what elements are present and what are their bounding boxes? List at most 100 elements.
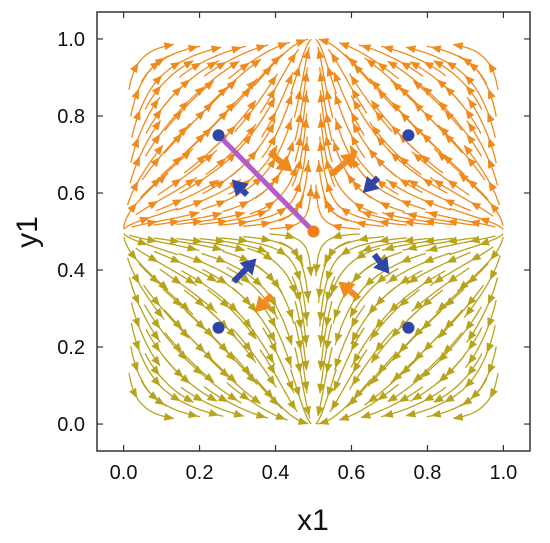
stream-arrowhead xyxy=(487,317,495,328)
stream-arrowhead xyxy=(353,99,362,110)
stream-arrowhead xyxy=(382,409,394,418)
direction-arrow-shaft xyxy=(263,292,274,304)
stream-arrowhead xyxy=(324,253,333,265)
stream-arrowhead xyxy=(293,291,302,302)
stream-arrowhead xyxy=(284,73,293,85)
stream-arrowhead xyxy=(375,341,385,352)
stream-arrowhead xyxy=(151,85,162,96)
stream-line xyxy=(294,90,308,163)
direction-arrow-head xyxy=(338,281,356,299)
stream-arrowhead xyxy=(214,180,226,189)
stream-arrowhead xyxy=(405,45,417,54)
stream-arrowhead xyxy=(324,112,332,124)
stream-lines xyxy=(123,38,504,425)
stream-arrowhead xyxy=(403,219,415,228)
stream-arrowhead xyxy=(270,55,281,66)
stream-arrowhead xyxy=(183,60,194,69)
stream-arrowhead xyxy=(150,365,160,376)
x-tick-label: 0.8 xyxy=(414,462,442,484)
stream-arrowhead xyxy=(444,319,455,330)
stream-arrowhead xyxy=(227,392,238,401)
stream-arrowhead xyxy=(130,62,139,74)
stream-arrowhead xyxy=(470,202,482,211)
stream-arrowhead xyxy=(192,255,204,263)
stream-arrowhead xyxy=(316,48,325,60)
stream-arrowhead xyxy=(317,360,326,371)
stream-arrowhead xyxy=(129,387,138,399)
stream-arrowhead xyxy=(479,217,490,226)
stream-arrowhead xyxy=(152,108,162,120)
stream-arrowhead xyxy=(234,243,246,252)
stream-arrowhead xyxy=(352,361,362,373)
stream-arrowhead xyxy=(284,355,292,367)
stream-arrowhead xyxy=(260,234,272,243)
stream-arrowhead xyxy=(338,413,350,421)
stream-arrowhead xyxy=(246,79,256,90)
stream-arrowhead xyxy=(189,210,200,219)
stream-arrowhead xyxy=(131,137,140,149)
stream-arrowhead xyxy=(355,220,367,229)
stream-arrowhead xyxy=(326,66,335,77)
stream-arrowhead xyxy=(127,202,137,214)
stream-arrowhead xyxy=(179,328,190,339)
stream-arrowhead xyxy=(377,363,387,374)
stream-arrowhead xyxy=(324,316,332,328)
stream-arrowhead xyxy=(371,125,382,136)
stream-arrowhead xyxy=(469,219,481,228)
stream-arrowhead xyxy=(170,61,181,71)
stream-arrowhead xyxy=(268,145,278,156)
stream-line xyxy=(269,233,312,277)
stream-arrowhead xyxy=(468,98,478,110)
stream-arrowhead xyxy=(267,75,277,86)
direction-arrow-head xyxy=(231,179,249,197)
stream-arrowhead xyxy=(423,255,435,263)
stream-arrowhead xyxy=(315,288,324,299)
stream-arrowhead xyxy=(391,125,401,136)
stream-arrowhead xyxy=(463,144,474,156)
stream-arrowhead xyxy=(181,149,192,160)
stream-arrowhead xyxy=(338,42,350,50)
stream-line xyxy=(144,60,194,110)
stream-arrowhead xyxy=(377,89,387,100)
stream-arrowhead xyxy=(218,342,229,353)
stream-arrowhead xyxy=(488,88,496,100)
stream-arrowhead xyxy=(192,218,203,227)
stream-arrowhead xyxy=(292,66,301,77)
stream-line xyxy=(453,372,499,420)
stream-line xyxy=(408,179,471,212)
stream-arrowhead xyxy=(217,393,229,403)
stream-arrowhead xyxy=(267,135,276,146)
stream-arrowhead xyxy=(153,307,164,319)
stream-arrowhead xyxy=(301,381,310,392)
y-axis-title: y1 xyxy=(11,216,44,248)
stream-arrowhead xyxy=(131,88,139,100)
stream-arrowhead xyxy=(413,152,424,163)
data-point xyxy=(402,129,415,142)
stream-arrowhead xyxy=(353,353,362,364)
stream-arrowhead xyxy=(324,158,333,170)
stream-arrowhead xyxy=(413,102,424,113)
direction-arrow-shaft xyxy=(231,267,249,284)
stream-arrowhead xyxy=(218,319,229,330)
stream-arrowhead xyxy=(387,393,398,403)
stream-arrowhead xyxy=(350,75,360,86)
stream-arrowhead xyxy=(467,274,478,284)
stream-arrowhead xyxy=(147,253,159,263)
y-tick-label: 0.6 xyxy=(57,183,85,205)
stream-line xyxy=(405,384,468,417)
stream-arrowhead xyxy=(301,311,310,323)
stream-arrowhead xyxy=(196,154,207,165)
stream-arrowhead xyxy=(276,207,287,217)
stream-arrowhead xyxy=(177,126,188,137)
stream-arrowhead xyxy=(170,392,181,402)
x-tick-label: 0.4 xyxy=(262,462,290,484)
stream-arrowhead xyxy=(284,119,293,131)
stream-arrowhead xyxy=(488,62,497,74)
stream-line xyxy=(319,90,333,163)
stream-arrowhead xyxy=(179,301,190,312)
stream-arrowhead xyxy=(241,156,252,168)
stream-arrowhead xyxy=(347,396,358,406)
stream-arrowhead xyxy=(351,317,360,328)
direction-arrow-head xyxy=(373,256,390,274)
stream-arrowhead xyxy=(391,351,402,362)
